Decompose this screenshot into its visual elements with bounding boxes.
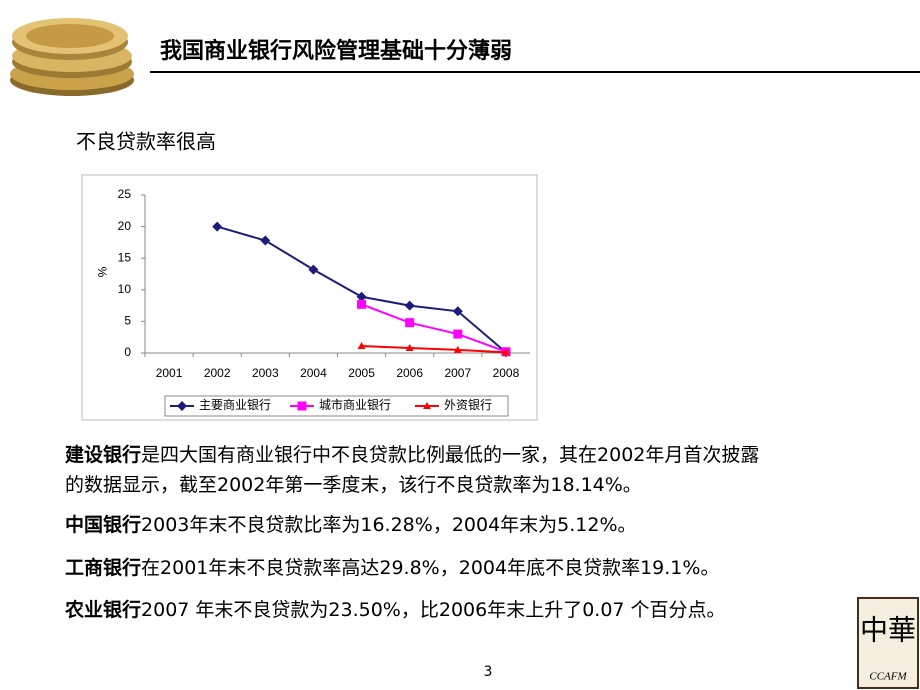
marker xyxy=(260,235,271,246)
marker xyxy=(308,264,319,275)
x-tick-label: 2006 xyxy=(396,366,423,380)
body-text: 在2001年末不良贷款率高达29.8%，2004年底不良贷款率19.1%。 xyxy=(141,557,719,579)
logo-mark: 中華 xyxy=(860,614,916,647)
paragraph-line: 工商银行在2001年末不良贷款率高达29.8%，2004年底不良贷款率19.1%… xyxy=(65,556,719,579)
y-axis-label: % xyxy=(95,267,109,278)
paragraph-line: 建设银行是四大国有商业银行中不良贷款比例最低的一家，其在2002年月首次披露 xyxy=(65,443,759,466)
series-line xyxy=(361,345,506,354)
marker xyxy=(357,299,367,309)
legend-label: 城市商业银行 xyxy=(319,397,391,412)
bold-lead: 农业银行 xyxy=(64,598,141,621)
marker xyxy=(212,221,223,232)
marker xyxy=(357,342,366,350)
marker xyxy=(356,291,367,302)
coins-icon xyxy=(10,18,134,96)
x-tick-label: 2003 xyxy=(252,366,279,380)
marker xyxy=(297,401,307,411)
legend-label: 主要商业银行 xyxy=(199,397,271,412)
body-text: 是四大国有商业银行中不良贷款比例最低的一家，其在2002年月首次披露 xyxy=(141,444,759,466)
marker xyxy=(452,306,463,317)
marker xyxy=(405,343,414,351)
subtitle: 不良贷款率很高 xyxy=(76,130,216,154)
x-tick-label: 2005 xyxy=(348,366,375,380)
bold-lead: 中国银行 xyxy=(65,513,141,536)
marker xyxy=(423,402,431,409)
paragraph-line: 中国银行2003年末不良贷款比率为16.28%，2004年末为5.12%。 xyxy=(65,513,637,536)
y-tick-label: 15 xyxy=(118,250,132,264)
x-tick-label: 2007 xyxy=(444,366,471,380)
marker xyxy=(453,329,463,339)
legend-label: 外资银行 xyxy=(444,398,492,412)
y-tick-label: 20 xyxy=(118,219,132,233)
x-tick-label: 2002 xyxy=(204,366,231,380)
slide-title: 我国商业银行风险管理基础十分薄弱 xyxy=(160,38,512,64)
logo: 中華 CCAFM xyxy=(857,597,919,689)
bold-lead: 工商银行 xyxy=(65,556,141,579)
marker xyxy=(404,300,415,311)
marker xyxy=(501,348,510,356)
x-tick-label: 2004 xyxy=(300,366,327,380)
body-text: 的数据显示，截至2002年第一季度末，该行不良贷款率为18.14%。 xyxy=(65,474,642,496)
logo-text: CCAFM xyxy=(869,671,907,683)
page-number: 3 xyxy=(484,664,493,680)
y-tick-label: 10 xyxy=(118,282,132,296)
y-tick-label: 0 xyxy=(124,345,131,359)
paragraph-line: 农业银行2007 年末不良贷款为23.50%，比2006年末上升了0.07 个百… xyxy=(64,598,726,621)
y-tick-label: 25 xyxy=(118,187,132,201)
marker xyxy=(453,345,462,353)
chart: 0 5 10 15 20 25% 2001 2002 2003 2004 2005 2006 2007 2… xyxy=(95,187,530,412)
x-tick-label: 2008 xyxy=(493,366,520,380)
legend-box xyxy=(164,395,509,417)
body-text: 2007 年末不良贷款为23.50%，比2006年末上升了0.07 个百分点。 xyxy=(141,599,726,621)
body-text: 2003年末不良贷款比率为16.28%，2004年末为5.12%。 xyxy=(141,514,637,536)
paragraphs: 建设银行是四大国有商业银行中不良贷款比例最低的一家，其在2002年月首次披露的数… xyxy=(64,443,759,621)
x-tick-label: 2001 xyxy=(156,366,183,380)
bold-lead: 建设银行 xyxy=(65,443,141,466)
chart-frame xyxy=(81,174,538,421)
y-tick-label: 5 xyxy=(124,314,131,328)
paragraph-line: 的数据显示，截至2002年第一季度末，该行不良贷款率为18.14%。 xyxy=(65,474,642,496)
marker xyxy=(177,401,187,411)
marker xyxy=(405,318,415,328)
series-line xyxy=(361,303,507,353)
